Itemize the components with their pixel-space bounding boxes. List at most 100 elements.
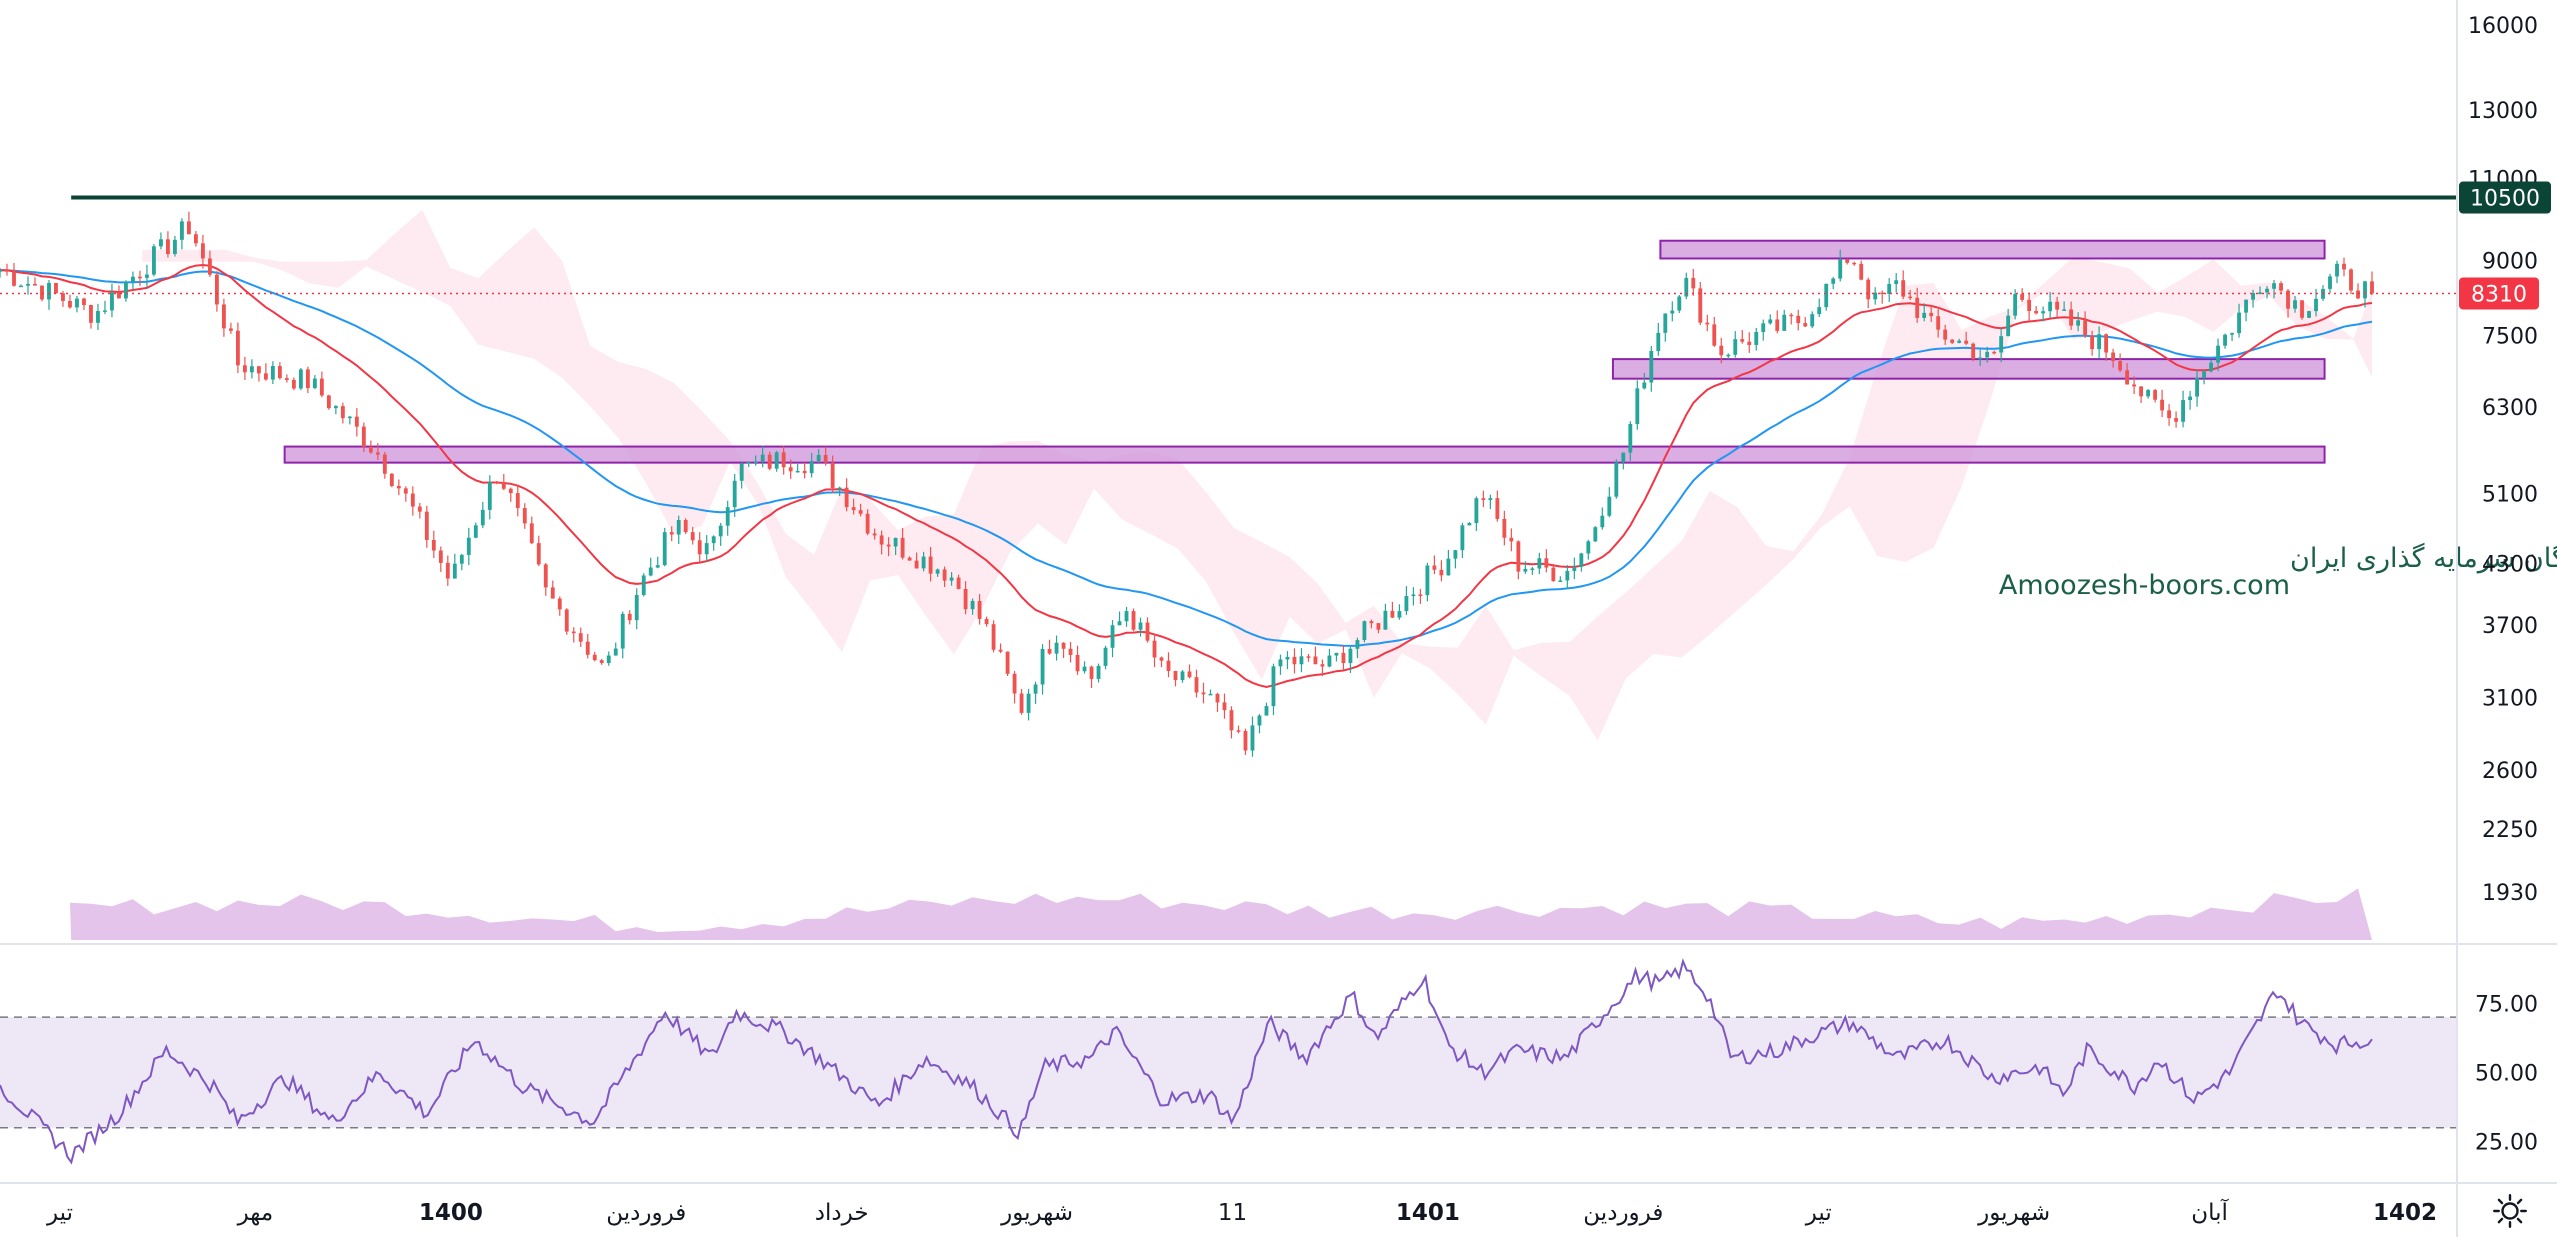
candle-body [1607, 496, 1612, 516]
candle-body [2160, 399, 2165, 411]
candle-body [578, 633, 583, 642]
candle-body [2048, 301, 2053, 312]
watermark-line2: Amoozesh-boors.com [1999, 570, 2290, 601]
candle-body [1068, 648, 1073, 655]
candle-body [1313, 656, 1318, 665]
candle-body [2328, 276, 2332, 289]
candle-body [1285, 656, 1290, 660]
candle-body [2027, 299, 2032, 312]
candle-body [2265, 288, 2269, 293]
price-tick-label: 3100 [2482, 687, 2538, 712]
candle-body [2153, 390, 2158, 400]
candle-body [886, 544, 891, 547]
gear-icon[interactable] [2492, 1193, 2528, 1229]
candle-body [54, 282, 58, 294]
candle-body [2258, 292, 2262, 294]
candle-body [40, 285, 44, 300]
candle-body [270, 366, 275, 380]
candle-body [662, 532, 667, 566]
time-label: 1402 [2373, 1200, 2437, 1226]
candle-body [2216, 345, 2220, 363]
candle-body [424, 511, 429, 540]
candle-body [2034, 311, 2039, 314]
candle-body [61, 293, 65, 301]
zone-3 [1659, 239, 2326, 260]
candle-body [529, 523, 534, 544]
candle-body [914, 560, 919, 569]
candle-body [1033, 684, 1038, 694]
candle-body [2370, 281, 2374, 294]
time-label: آبان [2191, 1198, 2229, 1226]
candle-body [1614, 462, 1619, 497]
candle-body [2139, 386, 2144, 397]
candle-body [312, 378, 317, 389]
candle-body [145, 274, 149, 278]
candle-body [249, 366, 254, 373]
candle-body [1957, 340, 1962, 343]
watermark: انجمن خبرگان سرمایه گذاری ایران Amoozesh… [1999, 542, 2557, 601]
candle-body [1712, 324, 1717, 346]
candle-body [473, 525, 478, 538]
candle-body [193, 234, 198, 244]
candle-body [1866, 279, 1871, 300]
candle-body [571, 631, 576, 634]
candle-body [1789, 314, 1794, 317]
candle-body [1922, 312, 1927, 318]
candle-body [1551, 567, 1556, 582]
candle-body [1383, 610, 1388, 630]
last-price-badge-label: 8310 [2471, 282, 2527, 307]
candle-body [2293, 300, 2297, 309]
candle-body [1901, 280, 1906, 297]
candle-body [1397, 611, 1402, 618]
candle-body [2202, 371, 2206, 378]
candle-body [1481, 498, 1486, 500]
candle-body [711, 536, 716, 544]
candle-body [207, 258, 212, 275]
candle-body [1159, 657, 1164, 661]
price-tick-label: 6300 [2482, 396, 2538, 421]
candle-body [1390, 610, 1395, 618]
candle-body [1026, 693, 1031, 713]
candle-body [536, 543, 541, 565]
candle-body [103, 310, 107, 312]
candle-body [2314, 298, 2318, 312]
candle-body [2307, 311, 2311, 318]
candle-body [1642, 382, 1647, 389]
candle-body [68, 300, 72, 308]
candle-body [1201, 692, 1206, 695]
candle-body [228, 328, 233, 331]
candle-body [543, 564, 548, 588]
candle-body [1950, 339, 1955, 343]
candle-body [1810, 314, 1815, 327]
candle-body [1663, 313, 1668, 333]
candle-body [1215, 693, 1220, 703]
candle-body [221, 304, 226, 329]
candle-body [970, 600, 975, 610]
time-label: 11 [1218, 1200, 1247, 1226]
candle-body [844, 487, 849, 508]
candle-body [1845, 259, 1850, 263]
candle-body [410, 493, 415, 507]
ema-fast-line [0, 263, 2373, 689]
candle-body [1558, 580, 1563, 583]
candle-body [1824, 283, 1829, 308]
cloud-area [142, 209, 2372, 741]
candle-body [949, 577, 954, 581]
candle-body [1355, 640, 1360, 649]
candle-body [1306, 656, 1311, 658]
candle-body [1474, 498, 1479, 524]
candle-body [935, 569, 940, 574]
candle-body [942, 569, 947, 581]
candle-body [1516, 541, 1521, 572]
candle-body [634, 594, 639, 621]
candle-body [452, 563, 457, 579]
candle-body [697, 540, 702, 555]
candle-body [2279, 283, 2283, 291]
candle-body [508, 488, 513, 494]
candle-body [263, 373, 268, 380]
candle-body [648, 567, 653, 576]
candle-body [1873, 292, 1878, 300]
candle-body [501, 482, 506, 489]
volume-histogram [70, 888, 2372, 940]
